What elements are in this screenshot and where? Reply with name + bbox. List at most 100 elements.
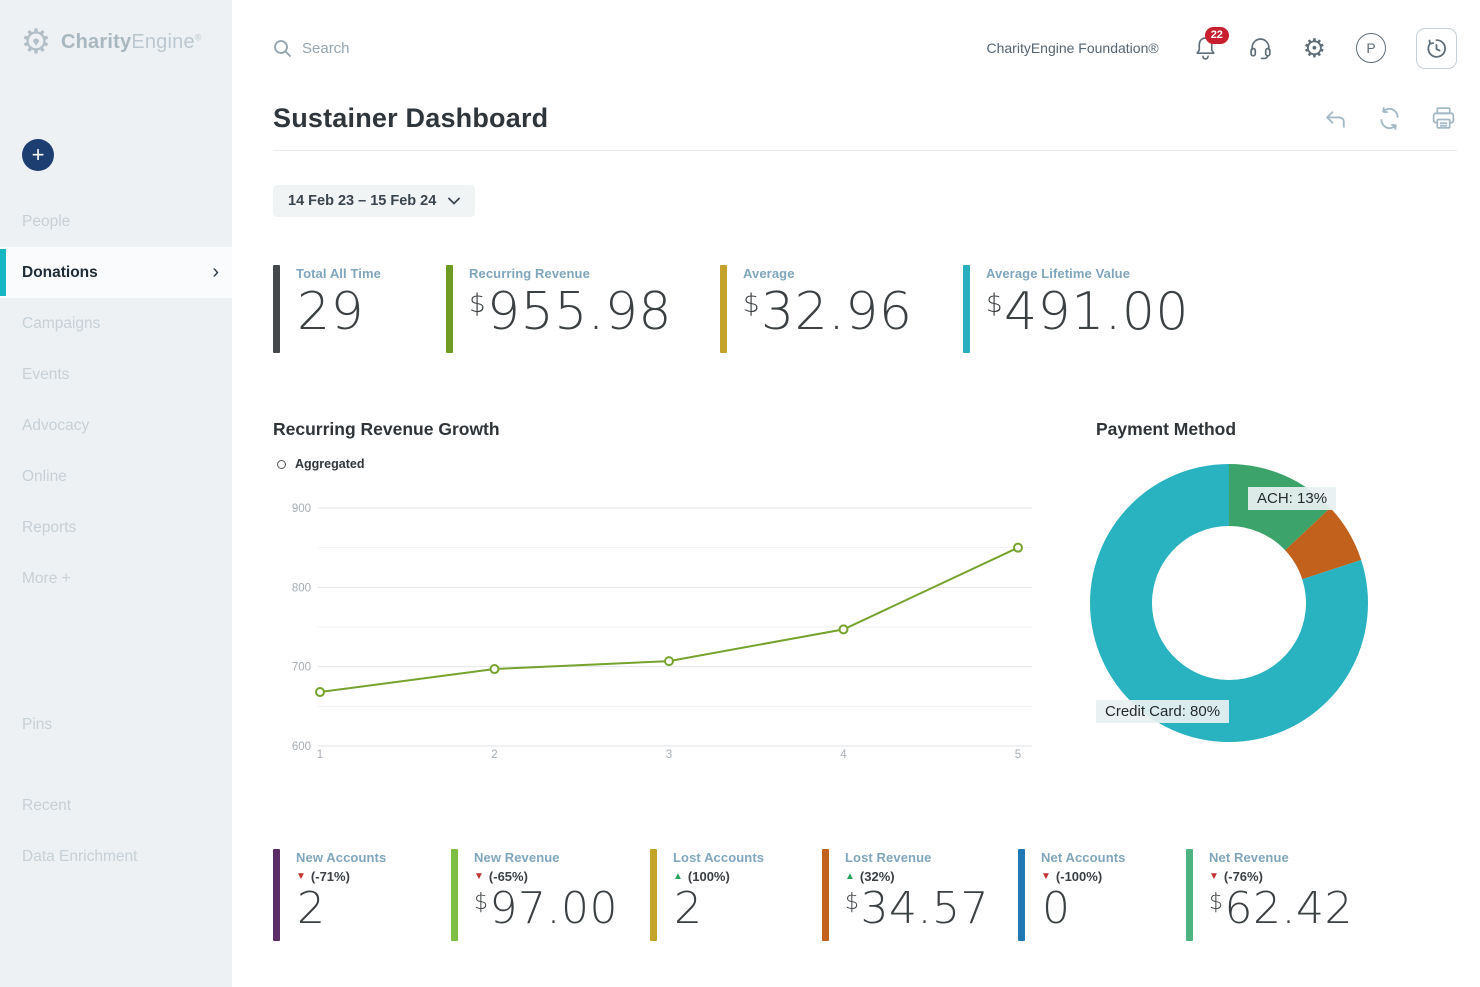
kpi-label: Net Revenue	[1209, 850, 1289, 865]
legend-item-aggregated[interactable]: Aggregated	[277, 457, 364, 471]
gear-heart-logo-icon: ⚙ ♥	[20, 23, 52, 61]
print-icon	[1432, 106, 1455, 129]
y-tick-label: 800	[292, 582, 311, 594]
history-icon	[1427, 38, 1446, 58]
title-divider	[273, 150, 1457, 151]
gear-icon: ⚙	[1302, 33, 1326, 63]
kpi-accent-bar	[650, 849, 657, 941]
trend-arrow-icon: ▲	[845, 870, 855, 882]
kpi-label: Recurring Revenue	[469, 266, 590, 281]
page-actions	[1322, 105, 1457, 132]
kpi-card-new-accounts: New Accounts ▼ (-71%) 2	[273, 849, 451, 941]
kpi-accent-bar	[273, 265, 280, 353]
kpi-accent-bar	[273, 849, 280, 941]
data-point[interactable]	[489, 664, 500, 675]
settings-button[interactable]: ⚙	[1303, 35, 1326, 61]
trend-arrow-icon: ▼	[474, 870, 484, 882]
refresh-icon	[1380, 106, 1399, 130]
data-point[interactable]	[664, 656, 674, 667]
kpi-accent-bar	[1186, 849, 1193, 941]
kpi-card-total-all-time: Total All Time 29	[273, 265, 446, 353]
kpi-change: ▼ (-65%)	[474, 869, 528, 884]
kpi-card-lost-accounts: Lost Accounts ▲ (100%) 2	[650, 849, 822, 941]
back-button[interactable]	[1322, 105, 1349, 132]
kpi-accent-bar	[446, 265, 453, 353]
sidebar-item-data-enrichment[interactable]: Data Enrichment	[22, 847, 138, 865]
sidebar-item-pins[interactable]: Pins	[22, 715, 53, 733]
date-range-value: 14 Feb 23 – 15 Feb 24	[288, 193, 437, 209]
sidebar-item-donations[interactable]: Donations ›	[0, 247, 232, 298]
donut-chart-title: Payment Method	[1096, 419, 1237, 439]
kpi-accent-bar	[963, 265, 970, 353]
kpi-change: ▲ (32%)	[845, 869, 895, 884]
donut-slice-credit-card[interactable]	[1090, 464, 1369, 742]
x-tick-label: 2	[491, 749, 497, 761]
data-point[interactable]	[315, 687, 325, 698]
kpi-value: $32.96	[743, 282, 913, 342]
kpi-value: $491.00	[986, 282, 1189, 342]
payment-method-donut: ACH: 13% Credit Card: 80%	[1089, 463, 1369, 743]
kpi-label: Lost Accounts	[673, 850, 765, 865]
kpi-accent-bar	[1018, 849, 1025, 941]
history-button[interactable]	[1416, 27, 1457, 69]
page-title-row: Sustainer Dashboard	[273, 98, 1457, 138]
charts-row: Recurring Revenue Growth Aggregated 600 7…	[273, 419, 1457, 763]
chevron-right-icon[interactable]: ›	[212, 261, 219, 283]
data-point[interactable]	[838, 624, 849, 635]
notification-count-badge: 22	[1204, 26, 1229, 44]
kpi-value: $34.57	[845, 883, 989, 934]
kpi-label: Total All Time	[296, 266, 381, 281]
kpi-accent-bar	[451, 849, 458, 941]
kpi-value: 29	[297, 282, 365, 342]
donut-callout-ach: ACH: 13%	[1248, 487, 1337, 510]
kpi-accent-bar	[822, 849, 829, 941]
notifications-button[interactable]: 22	[1193, 26, 1229, 62]
sidebar-item-campaigns[interactable]: Campaigns	[22, 314, 101, 332]
main-content: Search CharityEngine Foundation® 22	[232, 0, 1480, 987]
kpi-card-new-revenue: New Revenue ▼ (-65%) $97.00	[451, 849, 650, 941]
sidebar-item-advocacy[interactable]: Advocacy	[22, 416, 90, 434]
revenue-growth-line-chart: 600 700 800 900 1 2 3 4 5	[292, 503, 1032, 761]
data-point[interactable]	[1013, 542, 1023, 553]
kpi-card-net-accounts: Net Accounts ▼ (-100%) 0	[1018, 849, 1186, 941]
chevron-down-icon	[448, 197, 461, 205]
print-button[interactable]	[1430, 105, 1457, 132]
y-tick-label: 600	[292, 741, 311, 753]
x-tick-label: 1	[317, 749, 323, 761]
search-input[interactable]: Search	[273, 39, 350, 58]
search-icon	[274, 39, 291, 57]
page-title: Sustainer Dashboard	[273, 102, 549, 133]
legend-open-circle-icon	[277, 459, 286, 469]
sidebar-item-reports[interactable]: Reports	[22, 518, 77, 536]
add-new-button[interactable]: +	[22, 139, 54, 171]
kpi-row-bottom: New Accounts ▼ (-71%) 2 New Revenue ▼ (-65…	[273, 849, 1457, 941]
sidebar-item-events[interactable]: Events	[22, 365, 70, 383]
kpi-change: ▲ (100%)	[673, 869, 730, 884]
sidebar-item-people[interactable]: People	[22, 212, 71, 230]
recurring-revenue-growth-section: Recurring Revenue Growth Aggregated 600 7…	[273, 419, 1043, 763]
x-tick-label: 3	[666, 749, 672, 761]
sidebar-item-online[interactable]: Online	[22, 467, 67, 485]
sidebar-item-recent[interactable]: Recent	[22, 796, 72, 814]
donut-slice-other[interactable]	[1285, 507, 1362, 580]
date-range-selector[interactable]: 14 Feb 23 – 15 Feb 24	[273, 185, 476, 217]
refresh-button[interactable]	[1376, 105, 1403, 132]
user-avatar[interactable]: P	[1356, 33, 1386, 63]
headset-icon	[1249, 37, 1271, 59]
donut-callout-credit-card: Credit Card: 80%	[1096, 700, 1230, 723]
support-button[interactable]	[1248, 36, 1273, 61]
trend-arrow-icon: ▼	[296, 870, 306, 882]
kpi-value: 0	[1042, 883, 1071, 934]
topbar: Search CharityEngine Foundation® 22	[273, 0, 1457, 96]
kpi-card-average: Average $32.96	[720, 265, 963, 353]
sidebar-nav: People Donations › Campaigns Events Advo…	[0, 196, 232, 882]
topbar-actions: CharityEngine Foundation® 22 ⚙ P	[986, 26, 1457, 69]
kpi-label: New Accounts	[296, 850, 387, 865]
kpi-label: Net Accounts	[1041, 850, 1126, 865]
trend-arrow-icon: ▲	[673, 870, 683, 882]
kpi-value: $97.00	[474, 883, 618, 934]
sidebar-item-more[interactable]: More +	[22, 569, 71, 587]
brand-logo: ⚙ ♥ CharityEngine®	[18, 24, 202, 60]
kpi-label: New Revenue	[474, 850, 560, 865]
kpi-value: $955.98	[469, 282, 672, 342]
